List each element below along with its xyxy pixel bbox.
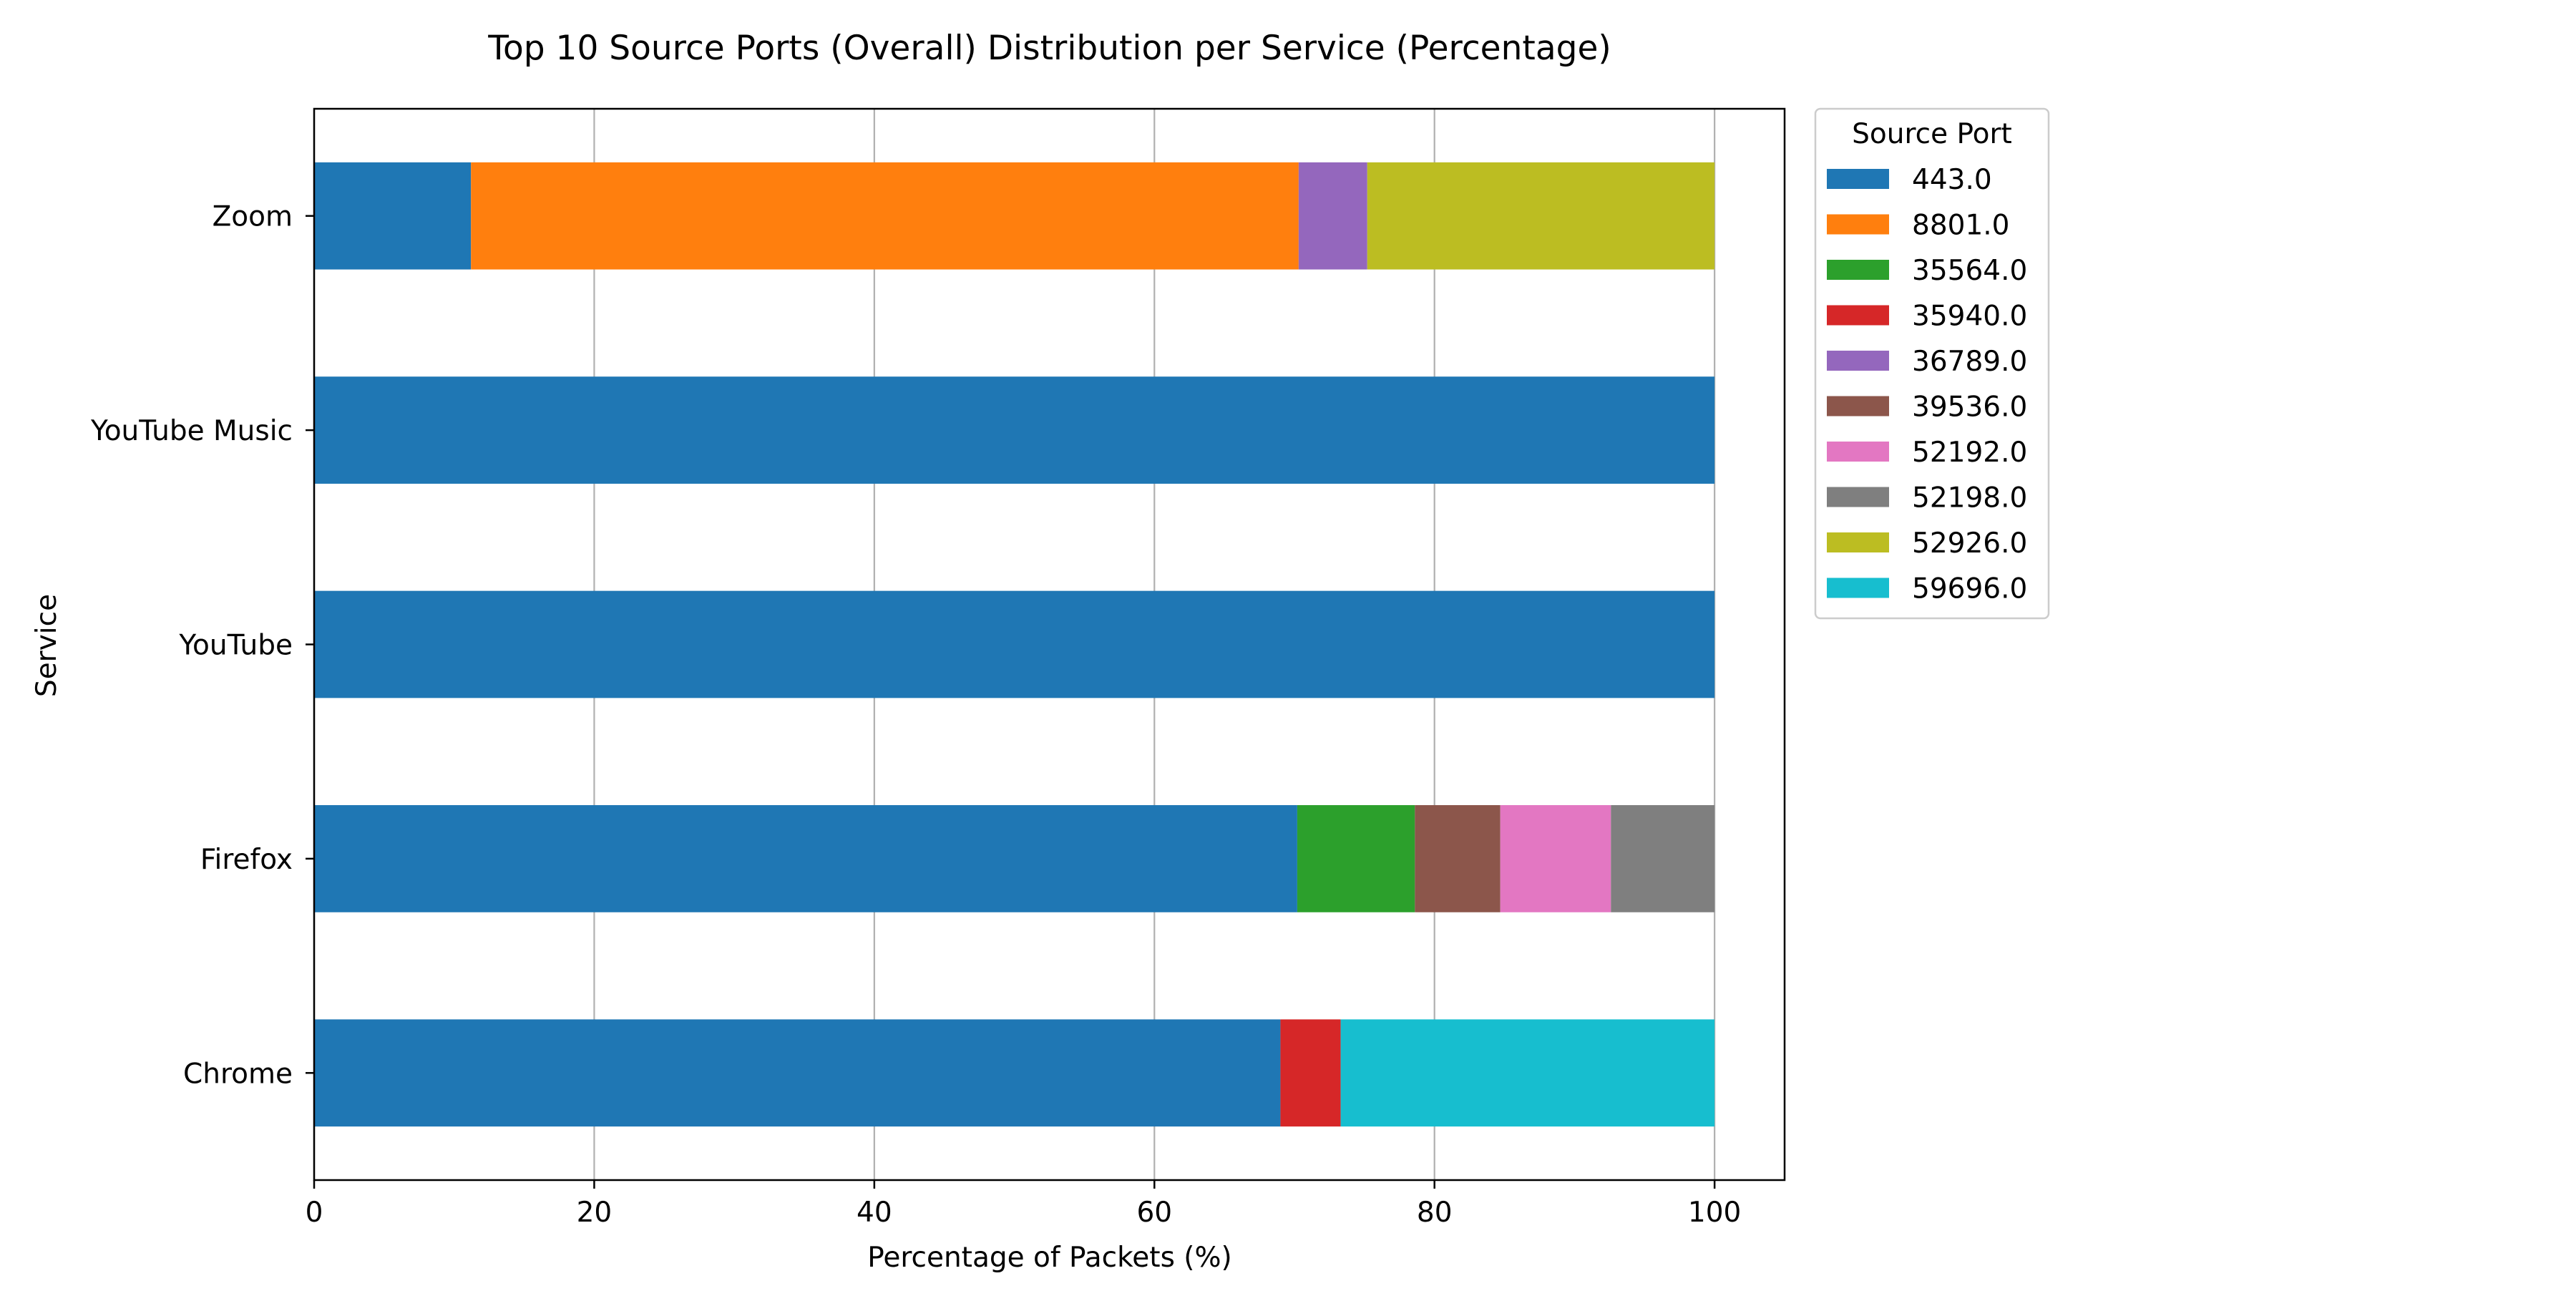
y-tick-label-zoom: Zoom (213, 201, 293, 233)
bar-zoom-port-52926-0 (1367, 162, 1715, 270)
y-axis-ticks: Chrome Firefox YouTube YouTube Music Zoom (90, 201, 314, 1090)
bar-firefox-port-52198-0 (1611, 805, 1715, 912)
bar-zoom-port-36789-0 (1298, 162, 1367, 270)
legend-swatch-8801-0 (1827, 214, 1889, 235)
legend-items: 443.0 8801.0 35564.0 35940.0 36789.0 39536.0 5… (1827, 164, 2027, 605)
legend-swatch-39536-0 (1827, 396, 1889, 416)
legend-label-39536-0: 39536.0 (1912, 391, 2027, 424)
bar-zoom-port-443-0 (314, 162, 472, 270)
legend-label-52198-0: 52198.0 (1912, 482, 2027, 515)
bar-firefox-port-35564-0 (1297, 805, 1415, 912)
legend-swatch-59696-0 (1827, 578, 1889, 598)
x-tick-label-40: 40 (857, 1197, 892, 1229)
legend-swatch-36789-0 (1827, 351, 1889, 371)
legend-label-35564-0: 35564.0 (1912, 255, 2027, 287)
legend-swatch-443-0 (1827, 169, 1889, 189)
legend-swatch-52926-0 (1827, 532, 1889, 552)
legend-label-35940-0: 35940.0 (1912, 301, 2027, 333)
bar-youtube-port-443-0 (314, 590, 1715, 698)
x-tick-label-100: 100 (1688, 1197, 1741, 1229)
bar-firefox-port-443-0 (314, 805, 1297, 912)
y-tick-label-chrome: Chrome (183, 1058, 293, 1090)
bar-chrome-port-443-0 (314, 1019, 1281, 1127)
y-axis-label: Service (31, 594, 63, 697)
x-axis-ticks: 0 20 40 60 80 100 (306, 1180, 1741, 1229)
bar-chrome-port-59696-0 (1340, 1019, 1715, 1127)
legend-label-36789-0: 36789.0 (1912, 346, 2027, 378)
legend-label-443-0: 443.0 (1912, 164, 1992, 196)
legend-label-52192-0: 52192.0 (1912, 437, 2027, 469)
bar-firefox-port-39536-0 (1415, 805, 1501, 912)
legend-label-59696-0: 59696.0 (1912, 573, 2027, 605)
x-tick-label-0: 0 (306, 1197, 323, 1229)
legend: Source Port 443.0 8801.0 35564.0 35940.0 367… (1814, 107, 2050, 620)
y-tick-label-youtube: YouTube (178, 630, 293, 662)
chart-title: Top 10 Source Ports (Overall) Distributi… (487, 29, 1611, 68)
legend-label-52926-0: 52926.0 (1912, 527, 2027, 560)
bar-chrome-port-35940-0 (1280, 1019, 1341, 1127)
legend-title: Source Port (1852, 118, 2012, 150)
legend-label-8801-0: 8801.0 (1912, 210, 2009, 242)
x-axis-label: Percentage of Packets (%) (867, 1242, 1232, 1274)
bar-youtube-music-port-443-0 (314, 376, 1715, 484)
legend-swatch-52198-0 (1827, 487, 1889, 507)
bar-zoom-port-8801-0 (471, 162, 1299, 270)
x-tick-label-60: 60 (1136, 1197, 1172, 1229)
legend-swatch-52192-0 (1827, 442, 1889, 462)
x-tick-label-80: 80 (1417, 1197, 1453, 1229)
y-tick-label-youtube-music: YouTube Music (90, 415, 293, 447)
x-tick-label-20: 20 (577, 1197, 613, 1229)
bar-firefox-port-52192-0 (1500, 805, 1611, 912)
legend-swatch-35940-0 (1827, 305, 1889, 326)
legend-swatch-35564-0 (1827, 260, 1889, 280)
y-tick-label-firefox: Firefox (200, 844, 293, 876)
bars (314, 162, 1715, 1127)
